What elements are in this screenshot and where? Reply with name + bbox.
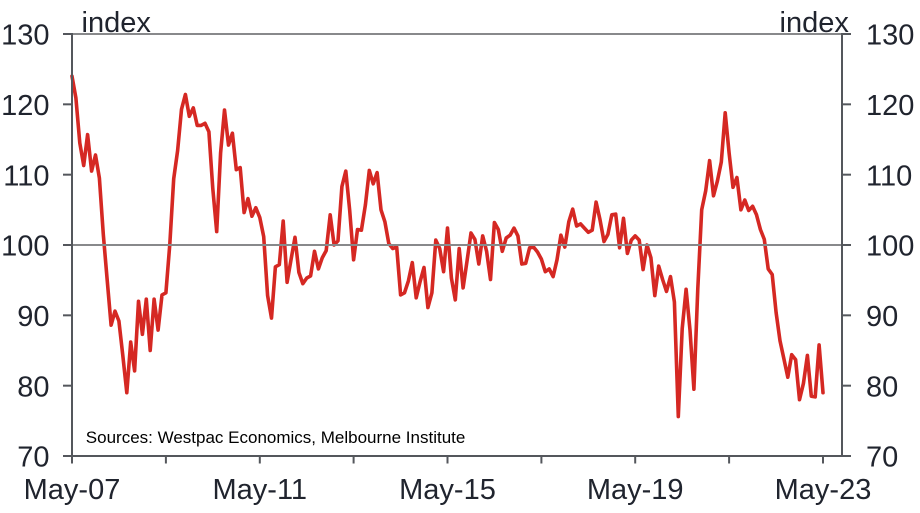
- svg-text:index: index: [780, 7, 850, 39]
- svg-text:80: 80: [866, 371, 898, 403]
- svg-text:70: 70: [866, 442, 898, 474]
- svg-text:90: 90: [866, 301, 898, 333]
- svg-text:120: 120: [1, 90, 49, 122]
- svg-text:May-23: May-23: [775, 474, 872, 506]
- svg-text:100: 100: [1, 231, 49, 263]
- svg-text:May-11: May-11: [213, 474, 308, 506]
- svg-text:index: index: [82, 7, 152, 39]
- svg-text:May-15: May-15: [399, 474, 496, 506]
- svg-text:110: 110: [866, 160, 912, 192]
- svg-text:May-19: May-19: [587, 474, 684, 506]
- svg-text:90: 90: [17, 301, 49, 333]
- svg-text:130: 130: [866, 20, 914, 52]
- svg-text:80: 80: [17, 371, 49, 403]
- svg-text:110: 110: [3, 160, 49, 192]
- svg-text:70: 70: [17, 442, 49, 474]
- svg-text:May-07: May-07: [24, 474, 121, 506]
- svg-text:120: 120: [866, 90, 914, 122]
- svg-text:100: 100: [866, 231, 914, 263]
- svg-text:Sources: Westpac Economics, Me: Sources: Westpac Economics, Melbourne In…: [86, 428, 466, 447]
- svg-text:130: 130: [1, 20, 49, 52]
